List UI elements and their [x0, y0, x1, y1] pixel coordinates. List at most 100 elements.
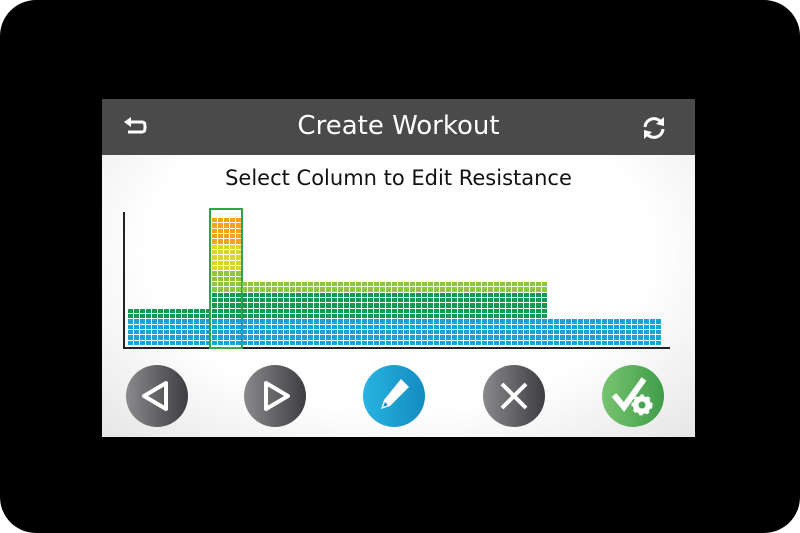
- resistance-column[interactable]: [650, 318, 656, 345]
- resistance-column[interactable]: [218, 217, 224, 345]
- resistance-column[interactable]: [338, 281, 344, 345]
- resistance-column[interactable]: [434, 281, 440, 345]
- save-button[interactable]: [602, 365, 664, 427]
- resistance-column[interactable]: [614, 318, 620, 345]
- resistance-column[interactable]: [392, 281, 398, 345]
- resistance-column[interactable]: [554, 318, 560, 345]
- resistance-column[interactable]: [356, 281, 362, 345]
- resistance-column[interactable]: [518, 281, 524, 345]
- resistance-column[interactable]: [590, 318, 596, 345]
- resistance-column[interactable]: [308, 281, 314, 345]
- resistance-column[interactable]: [440, 281, 446, 345]
- resistance-column[interactable]: [296, 281, 302, 345]
- resistance-column[interactable]: [602, 318, 608, 345]
- resistance-column[interactable]: [224, 217, 230, 345]
- resistance-column[interactable]: [386, 281, 392, 345]
- resistance-column[interactable]: [428, 281, 434, 345]
- resistance-column[interactable]: [422, 281, 428, 345]
- resistance-column[interactable]: [266, 281, 272, 345]
- resistance-column[interactable]: [632, 318, 638, 345]
- resistance-column[interactable]: [242, 281, 248, 345]
- resistance-column[interactable]: [188, 308, 194, 345]
- resistance-column[interactable]: [254, 281, 260, 345]
- refresh-icon[interactable]: [639, 113, 669, 143]
- resistance-column[interactable]: [638, 318, 644, 345]
- resistance-column[interactable]: [134, 308, 140, 345]
- resistance-column[interactable]: [512, 281, 518, 345]
- resistance-column[interactable]: [272, 281, 278, 345]
- resistance-cell: [572, 319, 577, 324]
- resistance-column[interactable]: [284, 281, 290, 345]
- resistance-column[interactable]: [374, 281, 380, 345]
- resistance-column[interactable]: [584, 318, 590, 345]
- resistance-column[interactable]: [644, 318, 650, 345]
- resistance-cell: [212, 314, 217, 319]
- resistance-column[interactable]: [212, 217, 218, 345]
- resistance-column[interactable]: [380, 281, 386, 345]
- resistance-column[interactable]: [476, 281, 482, 345]
- resistance-column[interactable]: [482, 281, 488, 345]
- resistance-column[interactable]: [620, 318, 626, 345]
- resistance-column[interactable]: [542, 281, 548, 345]
- resistance-column[interactable]: [260, 281, 266, 345]
- resistance-column[interactable]: [320, 281, 326, 345]
- resistance-column[interactable]: [608, 318, 614, 345]
- resistance-column[interactable]: [362, 281, 368, 345]
- resistance-column[interactable]: [344, 281, 350, 345]
- resistance-column[interactable]: [560, 318, 566, 345]
- edit-button[interactable]: [363, 365, 425, 427]
- resistance-column[interactable]: [488, 281, 494, 345]
- resistance-column[interactable]: [158, 308, 164, 345]
- resistance-column[interactable]: [494, 281, 500, 345]
- resistance-column[interactable]: [446, 281, 452, 345]
- resistance-column[interactable]: [206, 308, 212, 345]
- resistance-column[interactable]: [146, 308, 152, 345]
- resistance-column[interactable]: [530, 281, 536, 345]
- resistance-cell: [302, 298, 307, 303]
- next-button[interactable]: [244, 365, 306, 427]
- resistance-column[interactable]: [200, 308, 206, 345]
- resistance-column[interactable]: [368, 281, 374, 345]
- cancel-button[interactable]: [483, 365, 545, 427]
- resistance-column[interactable]: [236, 217, 242, 345]
- resistance-column[interactable]: [548, 318, 554, 345]
- resistance-column[interactable]: [578, 318, 584, 345]
- previous-button[interactable]: [126, 365, 188, 427]
- resistance-column[interactable]: [170, 308, 176, 345]
- resistance-column[interactable]: [314, 281, 320, 345]
- resistance-column[interactable]: [326, 281, 332, 345]
- resistance-column[interactable]: [506, 281, 512, 345]
- resistance-column[interactable]: [350, 281, 356, 345]
- resistance-column[interactable]: [566, 318, 572, 345]
- resistance-column[interactable]: [182, 308, 188, 345]
- resistance-column[interactable]: [416, 281, 422, 345]
- selected-column-highlight[interactable]: [209, 208, 243, 349]
- resistance-column[interactable]: [458, 281, 464, 345]
- resistance-column[interactable]: [176, 308, 182, 345]
- resistance-column[interactable]: [404, 281, 410, 345]
- resistance-column[interactable]: [464, 281, 470, 345]
- resistance-column[interactable]: [410, 281, 416, 345]
- resistance-column[interactable]: [398, 281, 404, 345]
- resistance-column[interactable]: [164, 308, 170, 345]
- resistance-column[interactable]: [536, 281, 542, 345]
- resistance-column[interactable]: [626, 318, 632, 345]
- back-arrow-icon[interactable]: [120, 113, 150, 143]
- resistance-column[interactable]: [194, 308, 200, 345]
- resistance-column[interactable]: [500, 281, 506, 345]
- resistance-column[interactable]: [524, 281, 530, 345]
- resistance-column[interactable]: [128, 308, 134, 345]
- resistance-column[interactable]: [140, 308, 146, 345]
- resistance-column[interactable]: [470, 281, 476, 345]
- resistance-column[interactable]: [278, 281, 284, 345]
- resistance-column[interactable]: [230, 217, 236, 345]
- resistance-column[interactable]: [596, 318, 602, 345]
- resistance-column[interactable]: [290, 281, 296, 345]
- resistance-column[interactable]: [656, 318, 662, 345]
- resistance-column[interactable]: [248, 281, 254, 345]
- resistance-column[interactable]: [332, 281, 338, 345]
- resistance-column[interactable]: [302, 281, 308, 345]
- resistance-column[interactable]: [452, 281, 458, 345]
- resistance-column[interactable]: [152, 308, 158, 345]
- resistance-column[interactable]: [572, 318, 578, 345]
